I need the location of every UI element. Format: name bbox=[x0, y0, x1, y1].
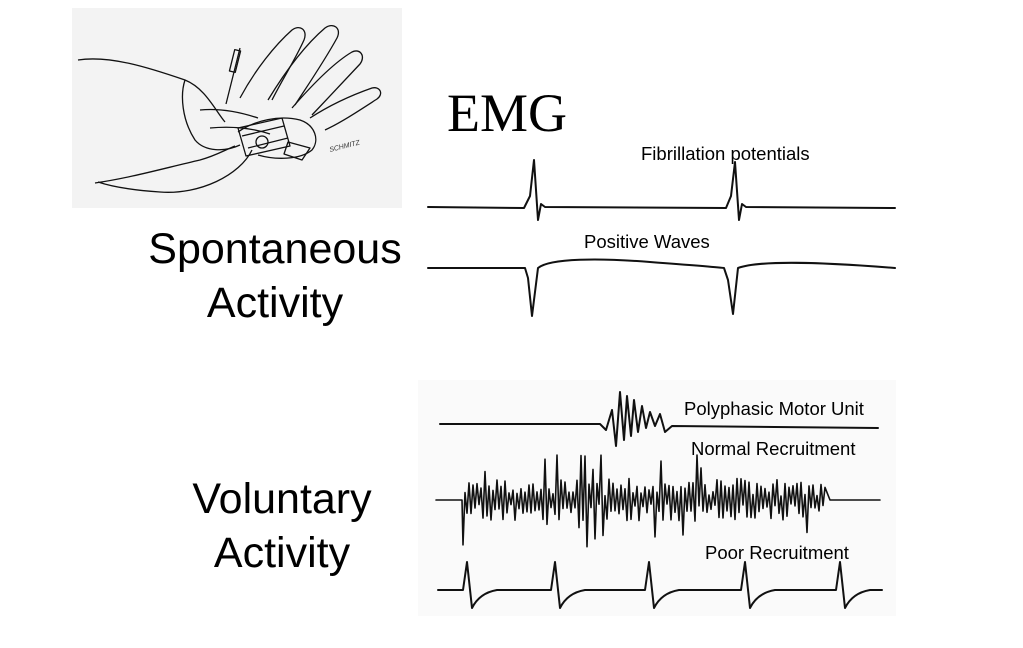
poor-recruitment-trace bbox=[437, 561, 883, 609]
spontaneous-line1: Spontaneous bbox=[148, 225, 402, 273]
voluntary-line1: Voluntary bbox=[192, 475, 372, 523]
polyphasic-label: Polyphasic Motor Unit bbox=[684, 398, 864, 419]
positive-waves-trace bbox=[427, 258, 896, 317]
polyphasic-trace bbox=[439, 391, 879, 447]
illustration-background bbox=[72, 8, 402, 208]
spontaneous-activity-heading: Spontaneous Activity bbox=[134, 222, 416, 330]
voluntary-line2: Activity bbox=[213, 529, 351, 577]
spontaneous-line2: Activity bbox=[206, 279, 344, 327]
normal-recruitment-label: Normal Recruitment bbox=[691, 438, 856, 459]
page-title: EMG bbox=[447, 83, 567, 143]
positive-waves-label: Positive Waves bbox=[584, 231, 710, 252]
voluntary-activity-heading: Voluntary Activity bbox=[172, 472, 392, 580]
hand-drawing bbox=[77, 24, 382, 193]
fibrillation-trace bbox=[427, 159, 896, 221]
poor-recruitment-label: Poor Recruitment bbox=[705, 542, 849, 563]
normal-recruitment-trace bbox=[435, 454, 881, 548]
fibrillation-label: Fibrillation potentials bbox=[641, 143, 810, 164]
